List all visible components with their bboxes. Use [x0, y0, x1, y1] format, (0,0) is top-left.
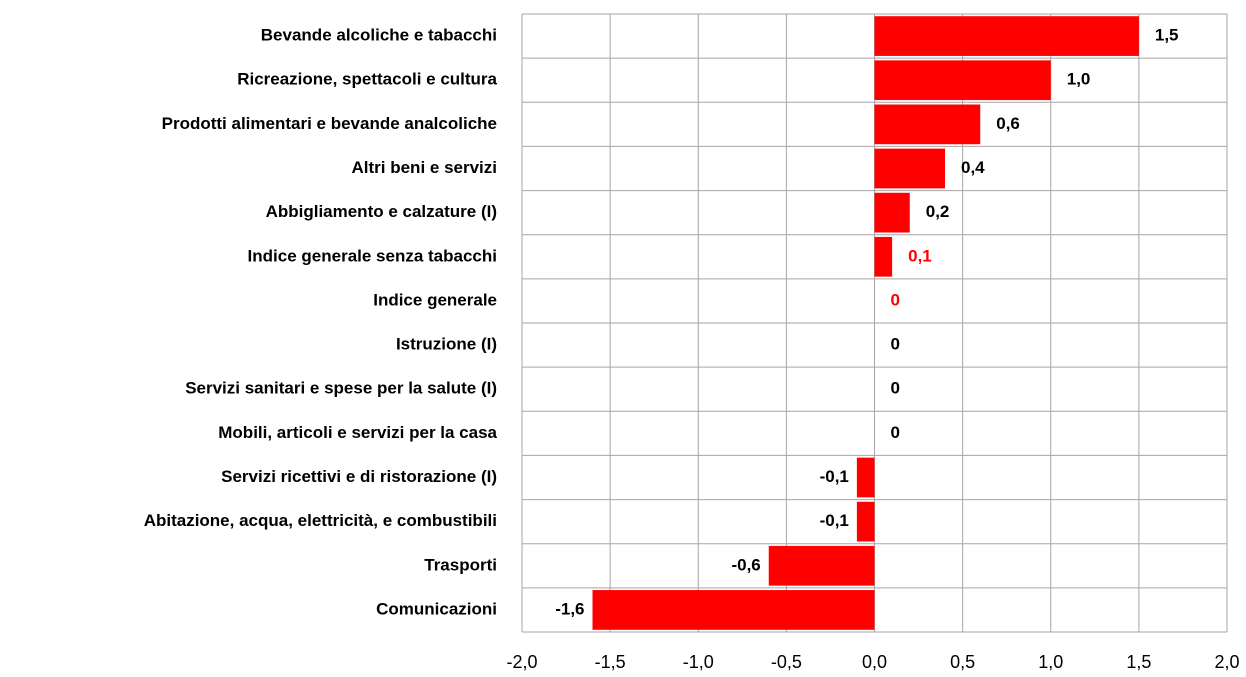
x-tick-label: -2,0 — [506, 652, 537, 672]
bar — [592, 590, 875, 630]
x-tick-label: 0,5 — [950, 652, 975, 672]
value-label: 0,1 — [908, 246, 932, 265]
bar — [856, 501, 875, 542]
value-label: -0,1 — [820, 511, 849, 530]
x-tick-label: 0,0 — [862, 652, 887, 672]
value-label: -0,6 — [731, 555, 760, 574]
x-tick-label: 1,0 — [1038, 652, 1063, 672]
value-label: 0 — [891, 290, 900, 309]
category-label: Prodotti alimentari e bevande analcolich… — [162, 114, 497, 133]
x-tick-label: 2,0 — [1214, 652, 1239, 672]
value-label: 0,6 — [996, 114, 1020, 133]
category-label: Indice generale — [373, 290, 497, 309]
value-label: 1,5 — [1155, 26, 1179, 45]
value-label: -0,1 — [820, 467, 849, 486]
bar — [768, 545, 875, 586]
x-tick-label: -1,5 — [595, 652, 626, 672]
category-label: Abbigliamento e calzature (I) — [266, 202, 497, 221]
category-label: Bevande alcoliche e tabacchi — [261, 26, 497, 45]
x-tick-label: -0,5 — [771, 652, 802, 672]
value-label: 0 — [891, 379, 900, 398]
category-label: Servizi ricettivi e di ristorazione (I) — [221, 467, 497, 486]
bar — [874, 192, 910, 233]
bar — [874, 16, 1139, 56]
x-tick-label: 1,5 — [1126, 652, 1151, 672]
bar — [874, 104, 981, 145]
value-label: -1,6 — [555, 599, 584, 618]
category-label: Indice generale senza tabacchi — [248, 246, 497, 265]
category-label: Trasporti — [424, 555, 497, 574]
bar — [856, 457, 875, 498]
category-label: Altri beni e servizi — [352, 158, 498, 177]
category-label: Ricreazione, spettacoli e cultura — [237, 70, 497, 89]
x-tick-label: -1,0 — [683, 652, 714, 672]
value-label: 0 — [891, 423, 900, 442]
category-label: Mobili, articoli e servizi per la casa — [218, 423, 497, 442]
value-label: 0,2 — [926, 202, 950, 221]
category-label: Servizi sanitari e spese per la salute (… — [185, 379, 497, 398]
category-label: Comunicazioni — [376, 599, 497, 618]
category-label: Istruzione (I) — [396, 335, 497, 354]
bar — [874, 236, 893, 277]
value-label: 0 — [891, 335, 900, 354]
value-label: 0,4 — [961, 158, 985, 177]
category-label: Abitazione, acqua, elettricità, e combus… — [144, 511, 497, 530]
value-label: 1,0 — [1067, 70, 1091, 89]
bar — [874, 60, 1051, 101]
bar — [874, 148, 945, 189]
